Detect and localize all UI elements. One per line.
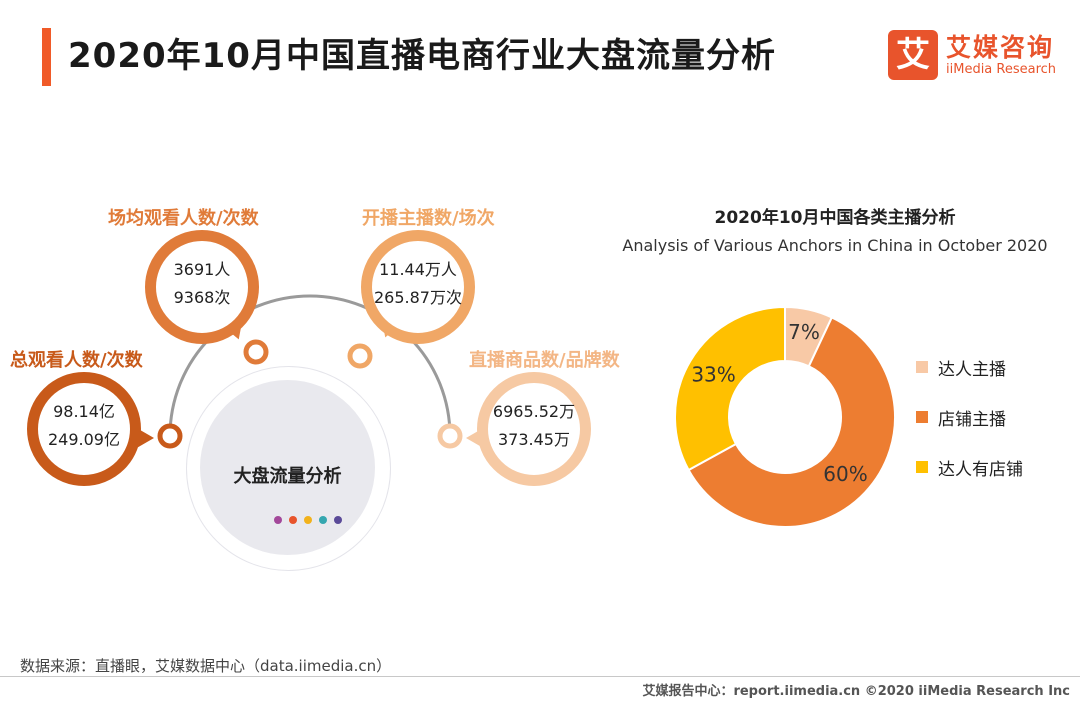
donut-chart: 7% 60% 33% [674,305,896,528]
total-views-people: 98.14亿 [53,402,115,421]
brand-logo: 艾 艾媒咨询 iiMedia Research [888,30,1068,82]
total-views-bubble: 98.14亿 249.09亿 [27,372,141,486]
products-count: 6965.52万 [492,402,576,421]
avg-views-count: 9368次 [173,288,231,307]
avg-views-title: 场均观看人数/次数 [108,208,259,229]
anchors-count: 11.44万人 [379,260,457,279]
avg-views-bubble: 3691人 9368次 [145,230,259,344]
products-title: 直播商品数/品牌数 [469,350,620,371]
footer-credit: 艾媒报告中心：report.iimedia.cn ©2020 iiMedia R… [642,684,1070,699]
products-bubble: 6965.52万 373.45万 [477,372,591,486]
page-title: 2020年10月中国直播电商行业大盘流量分析 [68,36,776,76]
brands-count: 373.45万 [498,430,570,449]
slice-label: 7% [788,320,820,344]
slice-label: 33% [691,363,735,387]
dot-5 [334,516,342,524]
donut-slice [687,316,896,528]
sessions-count: 265.87万次 [374,288,462,307]
legend-swatch [916,361,928,373]
legend-label: 达人主播 [938,360,1006,380]
decor-dots [274,509,354,524]
anchors-bubble: 11.44万人 265.87万次 [361,230,475,344]
legend-label: 达人有店铺 [938,460,1023,480]
data-source: 数据来源：直播眼，艾媒数据中心（data.iimedia.cn） [20,657,392,675]
center-label: 大盘流量分析 [233,466,342,487]
avg-views-people: 3691人 [173,260,231,279]
legend-swatch [916,461,928,473]
total-views-count: 249.09亿 [48,430,120,449]
legend-swatch [916,411,928,423]
center-ring [186,366,391,571]
slice-label: 60% [823,462,867,486]
node-total-views [157,423,183,449]
traffic-arc [157,294,463,449]
legend-label: 店铺主播 [938,410,1006,430]
title-accent-bar [42,28,51,86]
chart-title: 2020年10月中国各类主播分析 [714,208,956,228]
anchors-title: 开播主播数/场次 [362,208,495,229]
footer-divider [0,676,1080,677]
logo-english-name: iiMedia Research [946,62,1057,77]
dot-4 [319,516,327,524]
logo-mark: 艾 [888,30,938,80]
dot-1 [274,516,282,524]
donut-slice [674,305,786,472]
node-products [437,423,463,449]
center-circle [200,380,375,555]
logo-chinese-name: 艾媒咨询 [946,33,1055,62]
dot-2 [289,516,297,524]
dot-3 [304,516,312,524]
chart-subtitle: Analysis of Various Anchors in China in … [622,236,1048,255]
connector-arc [168,294,452,437]
total-views-title: 总观看人数/次数 [10,350,143,371]
node-avg-views [243,339,269,365]
node-anchors [347,343,373,369]
